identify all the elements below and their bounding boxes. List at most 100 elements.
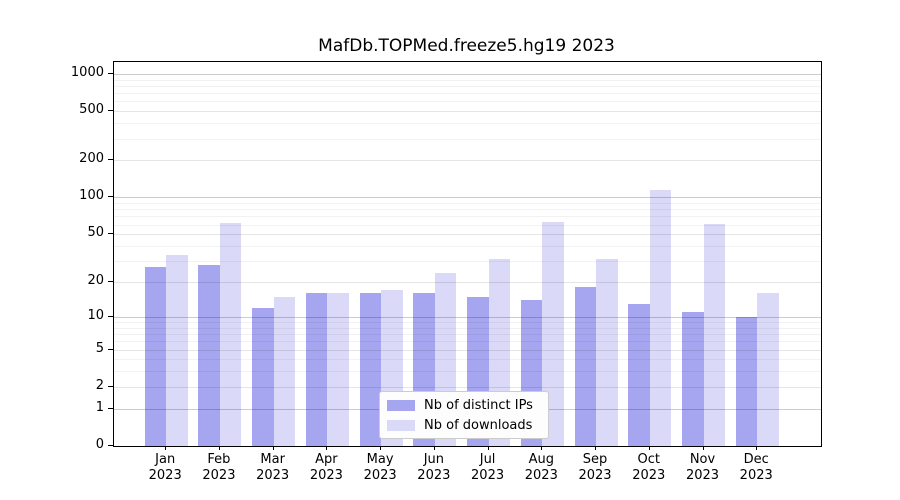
y-tick-label-0: 0 xyxy=(95,437,104,452)
x-tick-year: 2023 xyxy=(524,467,558,483)
y-tick-label-10: 10 xyxy=(87,307,104,323)
gridline-30 xyxy=(114,261,821,263)
gridline-8 xyxy=(114,327,821,329)
legend-label-downloads: Nb of downloads xyxy=(424,417,533,433)
x-tick-year: 2023 xyxy=(685,467,720,483)
y-tick-mark-50 xyxy=(108,233,113,235)
x-tick-label-jul: Jul 2023 xyxy=(453,452,523,483)
gridline-500 xyxy=(114,111,821,113)
legend: Nb of distinct IPs Nb of downloads xyxy=(379,391,549,439)
bar-aug-downloads xyxy=(542,222,564,446)
y-tick-mark-2 xyxy=(108,385,113,387)
x-tick-year: 2023 xyxy=(256,467,290,483)
y-tick-mark-10 xyxy=(108,315,113,317)
legend-swatch-distinct-ips xyxy=(387,399,415,411)
bar-mar-ips xyxy=(252,307,274,446)
y-tick-mark-5 xyxy=(108,348,113,350)
gridline-40 xyxy=(114,246,821,247)
x-tick-label-oct: Oct 2023 xyxy=(614,452,684,483)
y-tick-label-50: 50 xyxy=(87,225,104,241)
gridline-20 xyxy=(114,282,821,284)
x-tick-label-nov: Nov 2023 xyxy=(668,452,738,483)
y-tick-mark-0 xyxy=(108,445,113,446)
gridline-300 xyxy=(114,138,821,140)
plot-area xyxy=(113,61,822,447)
gridline-800 xyxy=(114,85,821,87)
bar-oct-ips xyxy=(628,303,650,446)
gridline-5 xyxy=(114,349,821,351)
legend-item-downloads: Nb of downloads xyxy=(380,417,548,434)
gridline-700 xyxy=(114,93,821,95)
x-tick-mark-aug xyxy=(541,446,543,450)
gridline-7 xyxy=(114,334,821,336)
bar-apr-ips xyxy=(305,293,328,446)
y-tick-label-2: 2 xyxy=(95,377,104,393)
x-tick-mark-sep xyxy=(595,446,597,450)
bar-nov-downloads xyxy=(703,223,725,446)
x-tick-label-aug: Aug 2023 xyxy=(506,452,576,483)
x-tick-label-jun: Jun 2023 xyxy=(399,452,469,483)
bar-oct-downloads xyxy=(649,190,672,446)
gridline-70 xyxy=(114,216,821,218)
y-tick-label-100: 100 xyxy=(79,188,104,204)
y-tick-label-500: 500 xyxy=(79,102,104,118)
gridline-6 xyxy=(114,341,821,343)
gridline-900 xyxy=(114,79,821,81)
gridline-600 xyxy=(114,101,821,103)
x-tick-mark-oct xyxy=(648,446,650,450)
bar-sep-downloads xyxy=(596,259,618,446)
legend-label-distinct-ips: Nb of distinct IPs xyxy=(424,397,533,413)
x-tick-label-apr: Apr 2023 xyxy=(291,452,361,483)
gridline-10 xyxy=(114,316,821,318)
y-tick-label-20: 20 xyxy=(87,273,104,289)
gridline-3 xyxy=(114,371,821,373)
bar-feb-downloads xyxy=(219,222,242,446)
gridline-80 xyxy=(114,209,821,211)
x-tick-mark-jun xyxy=(433,446,435,450)
gridline-400 xyxy=(114,123,821,125)
gridline-1000 xyxy=(114,73,821,75)
y-tick-label-200: 200 xyxy=(79,151,104,167)
gridline-100 xyxy=(114,197,821,199)
x-tick-mark-feb xyxy=(218,446,220,450)
y-tick-mark-100 xyxy=(108,196,113,198)
gridline-50 xyxy=(114,234,821,236)
bar-jan-ips xyxy=(144,266,167,446)
bar-nov-ips xyxy=(682,312,704,446)
x-tick-year: 2023 xyxy=(309,467,343,483)
bar-dec-downloads xyxy=(757,293,779,446)
y-tick-mark-200 xyxy=(108,159,113,161)
chart-title: MafDb.TOPMed.freeze5.hg19 2023 xyxy=(318,36,615,56)
bar-sep-ips xyxy=(574,287,597,446)
gridline-9 xyxy=(114,322,821,323)
x-tick-year: 2023 xyxy=(202,467,236,483)
bar-apr-downloads xyxy=(327,293,349,446)
gridline-4 xyxy=(114,359,821,361)
x-tick-year: 2023 xyxy=(578,467,612,483)
x-tick-year: 2023 xyxy=(632,467,666,483)
x-tick-mark-nov xyxy=(702,446,704,450)
y-tick-label-5: 5 xyxy=(95,340,104,356)
y-tick-label-1000: 1000 xyxy=(70,64,104,80)
x-tick-label-sep: Sep 2023 xyxy=(560,452,630,483)
legend-swatch-downloads xyxy=(387,419,415,431)
x-tick-label-mar: Mar 2023 xyxy=(238,452,308,483)
x-tick-label-dec: Dec 2023 xyxy=(721,452,791,483)
y-tick-mark-1000 xyxy=(108,72,113,74)
x-tick-year: 2023 xyxy=(471,467,505,483)
x-tick-mark-jul xyxy=(487,446,489,450)
y-tick-mark-500 xyxy=(108,110,113,112)
x-tick-mark-may xyxy=(380,446,382,450)
x-tick-year: 2023 xyxy=(417,467,451,483)
legend-item-distinct-ips: Nb of distinct IPs xyxy=(380,397,548,414)
gridline-60 xyxy=(114,224,821,226)
bar-dec-ips xyxy=(735,316,758,446)
bar-mar-downloads xyxy=(273,296,296,446)
gridline-90 xyxy=(114,203,821,205)
y-tick-mark-20 xyxy=(108,281,113,283)
x-tick-year: 2023 xyxy=(148,467,182,483)
x-tick-mark-dec xyxy=(756,446,758,450)
x-tick-label-feb: Feb 2023 xyxy=(184,452,254,483)
x-tick-label-jan: Jan 2023 xyxy=(130,452,200,483)
